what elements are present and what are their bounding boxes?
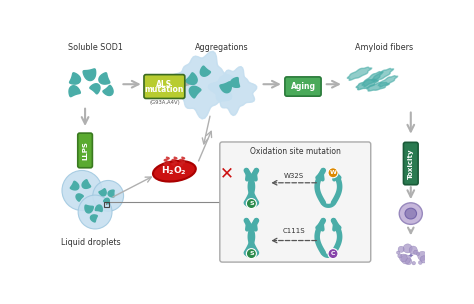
Polygon shape <box>378 76 398 87</box>
Polygon shape <box>76 194 83 201</box>
Polygon shape <box>201 66 210 76</box>
Text: Aggregations: Aggregations <box>195 43 249 52</box>
Circle shape <box>420 256 428 263</box>
FancyBboxPatch shape <box>144 74 185 98</box>
Circle shape <box>403 244 412 253</box>
Polygon shape <box>103 85 113 95</box>
Polygon shape <box>230 78 239 87</box>
Text: ✦: ✦ <box>408 253 414 259</box>
Polygon shape <box>362 72 383 87</box>
FancyBboxPatch shape <box>285 77 321 96</box>
Circle shape <box>398 246 404 252</box>
Circle shape <box>409 246 417 254</box>
Polygon shape <box>70 181 79 190</box>
Circle shape <box>328 249 338 259</box>
Polygon shape <box>189 86 201 98</box>
Circle shape <box>405 258 412 265</box>
Circle shape <box>419 261 422 264</box>
Text: S: S <box>249 201 254 206</box>
Circle shape <box>397 251 400 254</box>
Polygon shape <box>90 84 100 94</box>
Polygon shape <box>372 68 393 82</box>
Circle shape <box>400 254 407 262</box>
Polygon shape <box>220 82 231 93</box>
Ellipse shape <box>399 203 422 224</box>
Ellipse shape <box>153 161 196 181</box>
Circle shape <box>93 181 124 211</box>
Text: Liquid droplets: Liquid droplets <box>62 238 121 247</box>
Polygon shape <box>99 73 110 84</box>
FancyBboxPatch shape <box>78 133 92 168</box>
Circle shape <box>412 261 416 265</box>
Text: S: S <box>249 251 254 256</box>
Text: Oxidation site mutation: Oxidation site mutation <box>250 147 341 157</box>
Polygon shape <box>82 180 91 188</box>
Polygon shape <box>95 205 102 212</box>
FancyBboxPatch shape <box>403 142 418 185</box>
Circle shape <box>414 250 418 255</box>
Text: $\mathbf{H_2O_2}$: $\mathbf{H_2O_2}$ <box>162 165 187 178</box>
Circle shape <box>78 195 112 229</box>
Polygon shape <box>70 73 81 84</box>
Polygon shape <box>99 189 106 196</box>
Circle shape <box>401 255 410 264</box>
Text: Aging: Aging <box>291 82 316 91</box>
Polygon shape <box>108 190 114 197</box>
Text: ALS: ALS <box>156 80 173 89</box>
Polygon shape <box>186 73 197 85</box>
Text: LLPS: LLPS <box>82 141 88 160</box>
Polygon shape <box>85 205 93 213</box>
Text: W32S: W32S <box>283 173 304 179</box>
Circle shape <box>418 251 427 261</box>
Bar <box>103 202 109 207</box>
Polygon shape <box>209 67 257 116</box>
Circle shape <box>62 171 102 210</box>
Polygon shape <box>168 51 235 119</box>
Polygon shape <box>83 69 96 81</box>
Text: C: C <box>331 251 335 256</box>
Polygon shape <box>356 79 378 90</box>
Circle shape <box>328 168 338 178</box>
Text: Toxicity: Toxicity <box>408 148 414 179</box>
Circle shape <box>246 249 256 259</box>
Polygon shape <box>91 215 97 222</box>
Polygon shape <box>69 86 80 97</box>
Text: (G93A,A4V): (G93A,A4V) <box>149 100 180 105</box>
Ellipse shape <box>405 208 417 219</box>
Polygon shape <box>367 82 389 91</box>
Circle shape <box>246 199 256 209</box>
Text: Soluble SOD1: Soluble SOD1 <box>68 43 122 52</box>
Polygon shape <box>347 67 372 80</box>
Text: Amyloid fibers: Amyloid fibers <box>355 43 413 52</box>
Circle shape <box>416 253 419 256</box>
Text: mutation: mutation <box>145 85 184 94</box>
Text: ✕: ✕ <box>220 164 234 182</box>
Text: C111S: C111S <box>283 227 305 233</box>
Circle shape <box>398 254 402 258</box>
Polygon shape <box>104 198 109 204</box>
Text: W: W <box>329 170 337 175</box>
FancyBboxPatch shape <box>220 142 371 262</box>
